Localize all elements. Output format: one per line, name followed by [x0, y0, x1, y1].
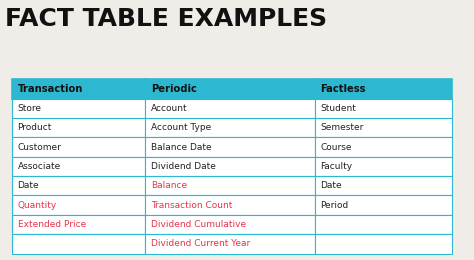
Bar — [315, 157, 452, 176]
Text: Course: Course — [320, 142, 352, 152]
Text: Dividend Date: Dividend Date — [151, 162, 216, 171]
Text: Account: Account — [151, 104, 187, 113]
Text: Store: Store — [18, 104, 42, 113]
Text: Factless: Factless — [320, 84, 366, 94]
Text: Faculty: Faculty — [320, 162, 352, 171]
Bar — [145, 137, 315, 157]
Bar — [12, 196, 145, 215]
Text: Quantity: Quantity — [18, 201, 57, 210]
Bar — [145, 176, 315, 196]
Text: Date: Date — [320, 181, 342, 190]
Text: Transaction Count: Transaction Count — [151, 201, 232, 210]
Text: Periodic: Periodic — [151, 84, 197, 94]
Bar — [12, 157, 145, 176]
Text: Dividend Current Year: Dividend Current Year — [151, 239, 250, 248]
Text: Associate: Associate — [18, 162, 61, 171]
Text: Dividend Cumulative: Dividend Cumulative — [151, 220, 246, 229]
Bar — [12, 118, 145, 137]
Bar — [315, 215, 452, 234]
Bar — [315, 196, 452, 215]
Bar — [315, 79, 452, 99]
Bar — [145, 99, 315, 118]
Bar — [12, 137, 145, 157]
Bar — [145, 79, 315, 99]
Bar — [12, 99, 145, 118]
Bar — [145, 215, 315, 234]
Bar — [12, 234, 145, 254]
Bar — [315, 137, 452, 157]
Bar — [145, 118, 315, 137]
Text: Period: Period — [320, 201, 348, 210]
Text: Extended Price: Extended Price — [18, 220, 86, 229]
Text: Balance Date: Balance Date — [151, 142, 211, 152]
Bar — [145, 157, 315, 176]
Text: FACT TABLE EXAMPLES: FACT TABLE EXAMPLES — [5, 6, 327, 30]
Text: Student: Student — [320, 104, 356, 113]
Text: Date: Date — [18, 181, 39, 190]
Text: Semester: Semester — [320, 123, 364, 132]
Bar — [145, 234, 315, 254]
Bar — [12, 79, 145, 99]
Text: Customer: Customer — [18, 142, 62, 152]
Bar — [12, 176, 145, 196]
Bar — [315, 118, 452, 137]
Bar — [145, 196, 315, 215]
Bar — [12, 215, 145, 234]
Bar — [315, 99, 452, 118]
Text: Product: Product — [18, 123, 52, 132]
Text: Balance: Balance — [151, 181, 187, 190]
Bar — [315, 176, 452, 196]
Bar — [315, 234, 452, 254]
Text: Account Type: Account Type — [151, 123, 211, 132]
Text: Transaction: Transaction — [18, 84, 83, 94]
